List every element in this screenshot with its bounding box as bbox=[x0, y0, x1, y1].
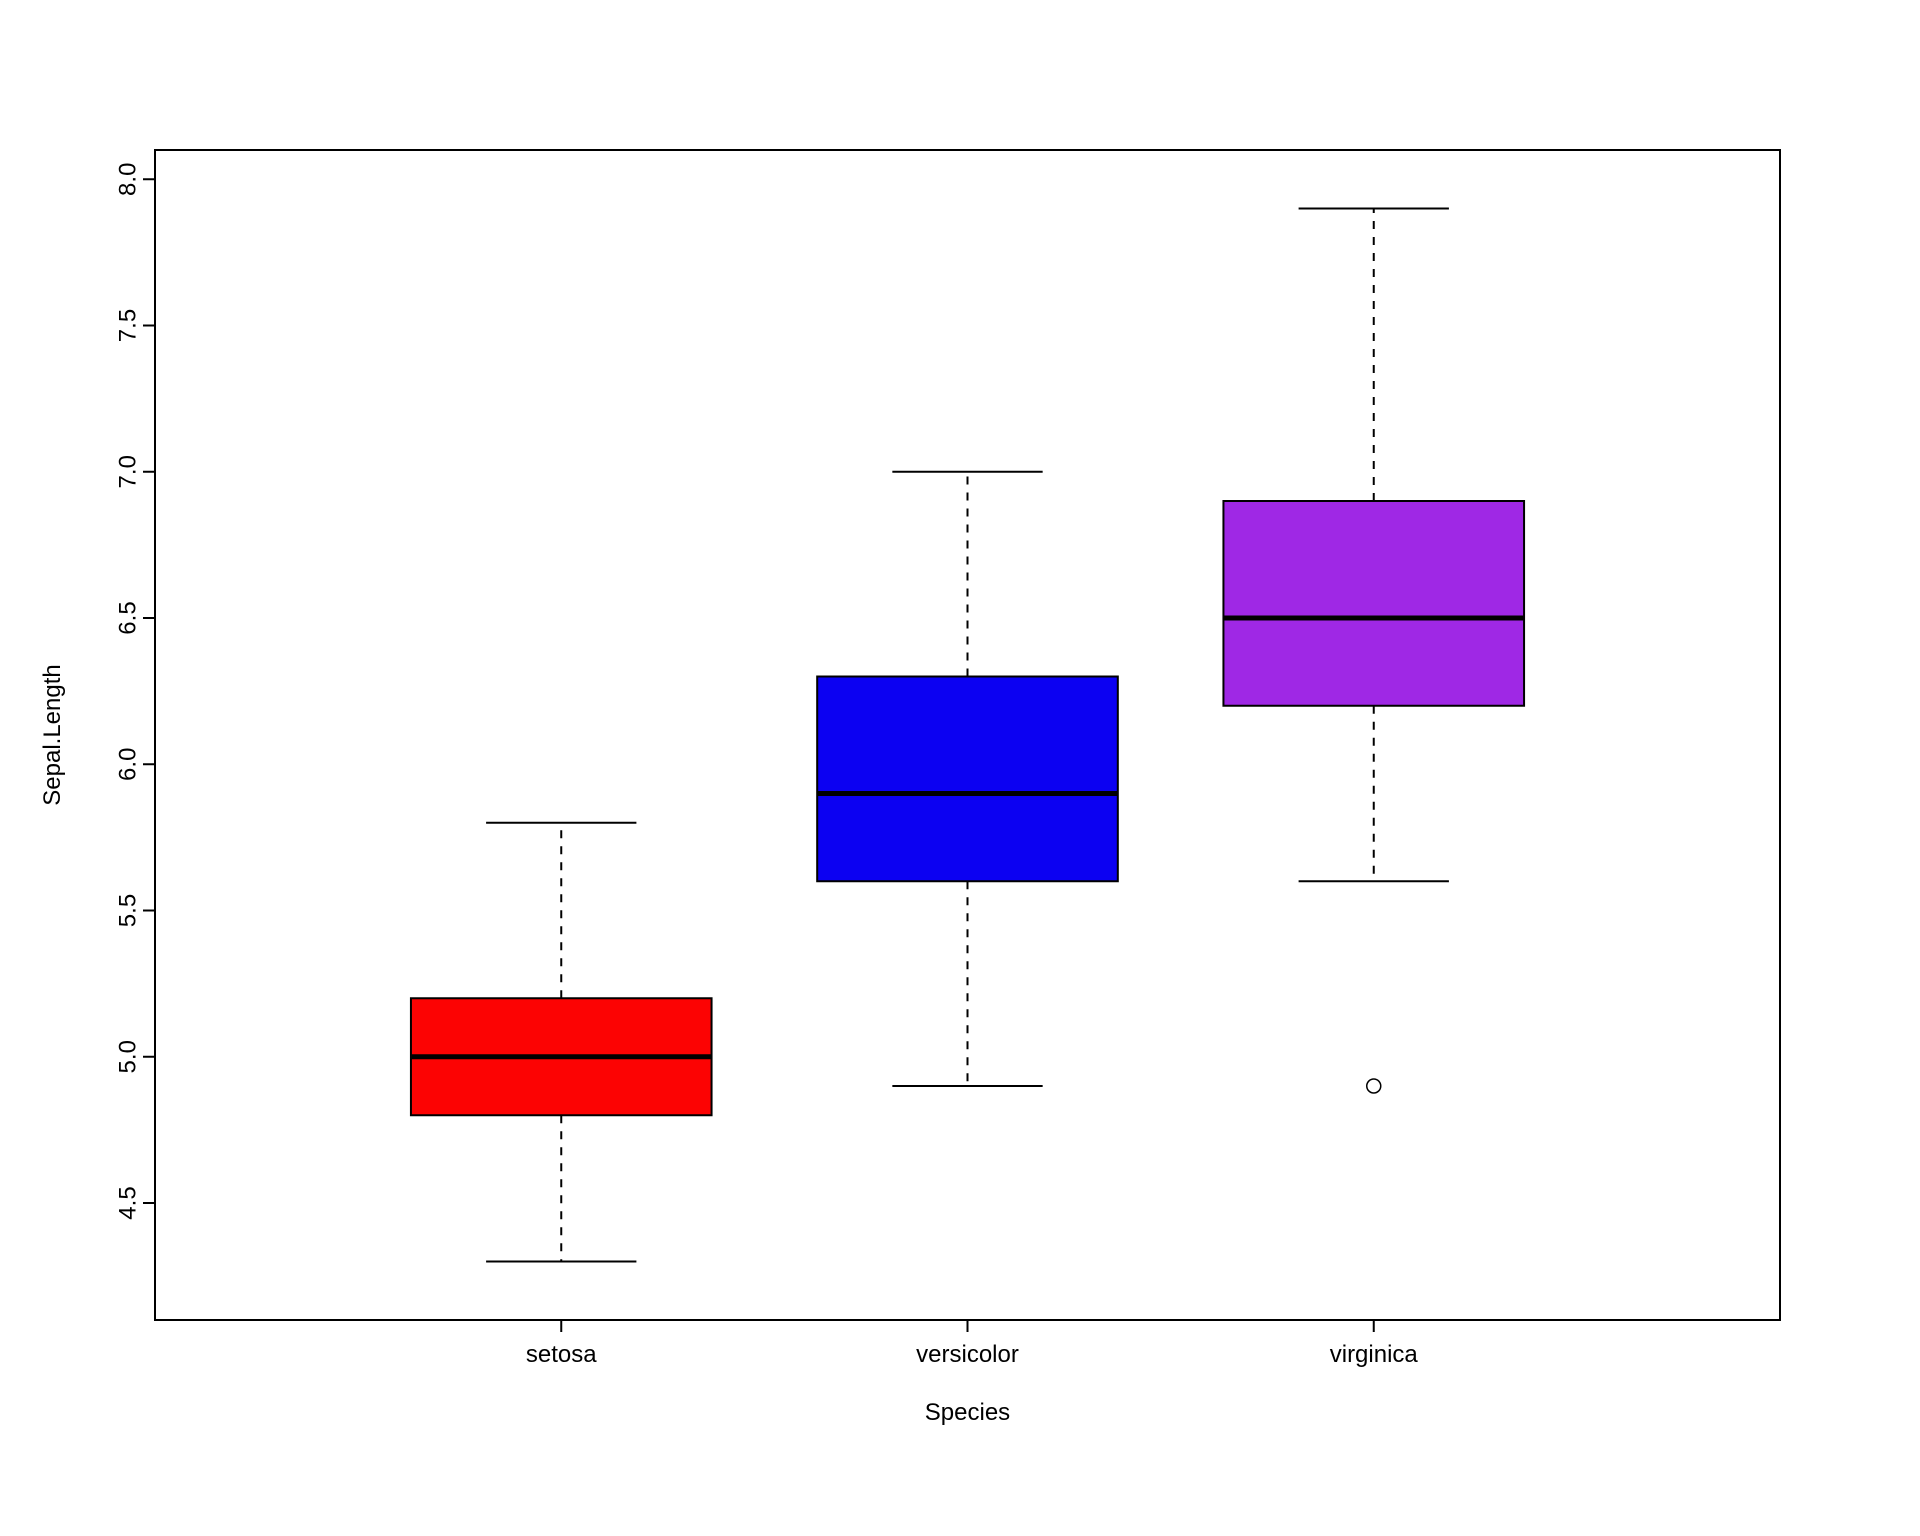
box-setosa bbox=[411, 823, 712, 1262]
y-tick-label: 4.5 bbox=[114, 1186, 141, 1219]
y-tick-label: 5.5 bbox=[114, 894, 141, 927]
x-tick-label: setosa bbox=[526, 1341, 597, 1368]
x-axis-label: Species bbox=[925, 1399, 1010, 1426]
boxplot-chart: 4.5 5.0 5.5 6.0 6.5 7.0 7.5 8.0 setosa versicolor… bbox=[0, 0, 1920, 1536]
box-versicolor bbox=[817, 472, 1118, 1086]
box-rect bbox=[817, 677, 1118, 882]
y-tick-label: 7.5 bbox=[114, 309, 141, 342]
box-rect bbox=[1223, 501, 1524, 706]
y-tick-label: 6.0 bbox=[114, 748, 141, 781]
y-tick-label: 5.0 bbox=[114, 1040, 141, 1073]
box-virginica bbox=[1223, 209, 1524, 1094]
x-tick-label: virginica bbox=[1330, 1341, 1419, 1368]
y-axis-label: Sepal.Length bbox=[39, 664, 66, 805]
x-tick-label: versicolor bbox=[916, 1341, 1019, 1368]
outlier-point bbox=[1367, 1079, 1381, 1093]
y-tick-label: 6.5 bbox=[114, 601, 141, 634]
y-tick-label: 7.0 bbox=[114, 455, 141, 488]
y-tick-label: 8.0 bbox=[114, 163, 141, 196]
